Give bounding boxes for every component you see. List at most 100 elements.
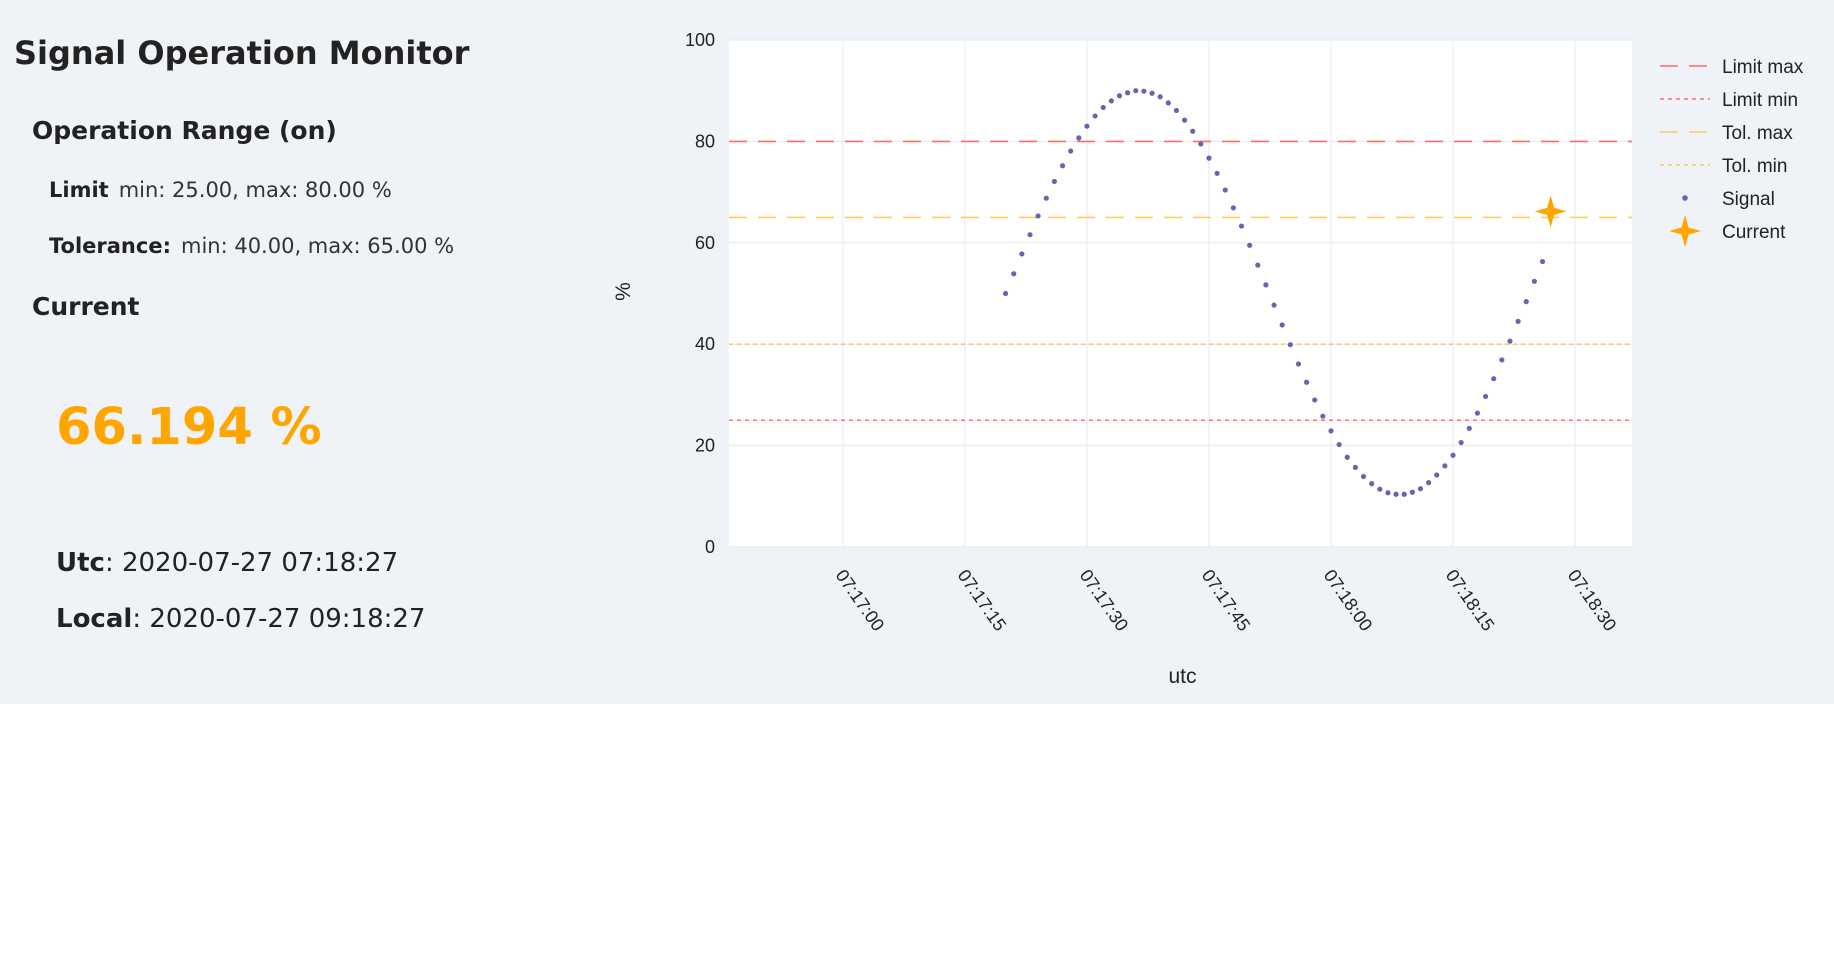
- signal-point: [1491, 376, 1497, 382]
- y-tick-label: 100: [685, 30, 715, 50]
- signal-point: [1230, 205, 1236, 211]
- utc-time: Utc: 2020-07-27 07:18:27: [56, 548, 398, 578]
- signal-point: [1206, 155, 1212, 161]
- signal-point: [1068, 148, 1074, 154]
- y-tick-label: 0: [705, 537, 715, 557]
- signal-point: [1499, 357, 1505, 363]
- signal-point: [1442, 463, 1448, 469]
- x-tick-label: 07:17:15: [954, 566, 1011, 635]
- tolerance-label: Tolerance:: [49, 234, 171, 258]
- legend-label: Tol. max: [1722, 123, 1793, 144]
- signal-point: [1523, 299, 1529, 305]
- signal-point: [1263, 282, 1269, 288]
- signal-point: [1369, 481, 1375, 487]
- plot-background: [729, 40, 1632, 547]
- signal-chart[interactable]: 0 20 40 60 80 100 07:17:00 07:17:15 07:17:30 07:1…: [600, 0, 1834, 704]
- signal-point: [1214, 170, 1220, 176]
- signal-point: [1027, 232, 1033, 238]
- signal-point: [1474, 410, 1481, 416]
- signal-point: [1108, 98, 1114, 104]
- signal-point: [1385, 490, 1391, 496]
- signal-point: [1409, 489, 1415, 495]
- signal-point: [1426, 480, 1432, 486]
- operation-range-heading: Operation Range (on): [32, 116, 337, 145]
- signal-point: [1247, 242, 1253, 248]
- signal-point: [1320, 413, 1326, 419]
- monitor-panel: Signal Operation Monitor Operation Range…: [0, 0, 1834, 704]
- signal-point: [1328, 428, 1334, 434]
- x-tick-label: 07:18:30: [1564, 566, 1621, 635]
- x-tick-label: 07:18:00: [1320, 566, 1377, 635]
- signal-point: [1312, 397, 1318, 403]
- x-tick-label: 07:17:30: [1076, 566, 1133, 635]
- x-tick-label: 07:17:45: [1198, 566, 1255, 635]
- signal-point: [1198, 141, 1204, 147]
- signal-point: [1059, 163, 1066, 169]
- signal-point: [1125, 90, 1131, 96]
- signal-point: [1051, 178, 1058, 185]
- local-label: Local: [56, 604, 133, 634]
- info-column: Signal Operation Monitor Operation Range…: [0, 0, 640, 704]
- utc-value: : 2020-07-27 07:18:27: [104, 548, 399, 578]
- legend-label: Signal: [1722, 189, 1775, 210]
- signal-point: [1019, 251, 1025, 257]
- signal-point: [1141, 88, 1147, 94]
- signal-point: [1360, 473, 1367, 480]
- signal-point: [1271, 302, 1277, 308]
- signal-point: [1133, 88, 1139, 94]
- signal-point: [1035, 213, 1041, 219]
- legend-swatch: [1669, 215, 1701, 247]
- signal-point: [1076, 135, 1082, 141]
- y-axis-label: %: [612, 282, 635, 301]
- signal-point: [1466, 425, 1472, 431]
- x-tick-label: 07:17:00: [832, 566, 889, 635]
- signal-point: [1084, 123, 1090, 129]
- signal-point: [1255, 262, 1261, 268]
- tolerance-row: Tolerance: min: 40.00, max: 65.00 %: [49, 234, 454, 258]
- y-tick-label: 40: [695, 334, 715, 354]
- signal-point: [1011, 271, 1017, 277]
- local-value: : 2020-07-27 09:18:27: [132, 604, 426, 634]
- signal-point: [1173, 107, 1180, 114]
- signal-point: [1401, 491, 1407, 497]
- signal-point: [1377, 486, 1383, 492]
- signal-point: [1190, 128, 1196, 134]
- x-tick-label: 07:18:15: [1442, 566, 1499, 635]
- signal-point: [1434, 472, 1440, 478]
- page-title: Signal Operation Monitor: [14, 34, 470, 72]
- y-tick-label: 60: [695, 233, 715, 253]
- signal-point: [1458, 439, 1464, 446]
- signal-point: [1222, 187, 1228, 193]
- signal-point: [1043, 195, 1049, 201]
- tolerance-value: min: 40.00, max: 65.00 %: [180, 234, 455, 258]
- signal-point: [1238, 223, 1245, 229]
- x-axis-label: utc: [1168, 665, 1196, 688]
- limit-label: Limit: [49, 178, 109, 202]
- y-tick-label: 80: [695, 131, 715, 151]
- signal-point: [1303, 379, 1310, 385]
- signal-point: [1417, 486, 1424, 492]
- signal-point: [1507, 338, 1513, 344]
- y-tick-label: 20: [695, 436, 715, 456]
- signal-point: [1344, 454, 1350, 460]
- current-value: 66.194 %: [56, 398, 322, 457]
- signal-point: [1450, 452, 1456, 458]
- current-point: [1534, 195, 1567, 228]
- limit-value: min: 25.00, max: 80.00 %: [118, 178, 392, 202]
- signal-point: [1295, 361, 1302, 367]
- signal-point: [1336, 441, 1342, 448]
- signal-point: [1149, 90, 1155, 96]
- utc-label: Utc: [56, 548, 105, 578]
- signal-point: [1181, 117, 1188, 123]
- signal-point: [1515, 318, 1521, 324]
- signal-point: [1157, 94, 1163, 100]
- legend-swatch: [1682, 195, 1688, 201]
- signal-point: [1539, 258, 1546, 265]
- signal-point: [1002, 290, 1009, 297]
- legend: Limit max Limit min Tol. max Tol. min Signal…: [1660, 57, 1804, 247]
- signal-point: [1531, 278, 1537, 284]
- legend-label: Limit min: [1722, 90, 1798, 111]
- legend-label: Tol. min: [1722, 156, 1787, 177]
- signal-point: [1100, 104, 1106, 111]
- signal-point: [1393, 491, 1399, 497]
